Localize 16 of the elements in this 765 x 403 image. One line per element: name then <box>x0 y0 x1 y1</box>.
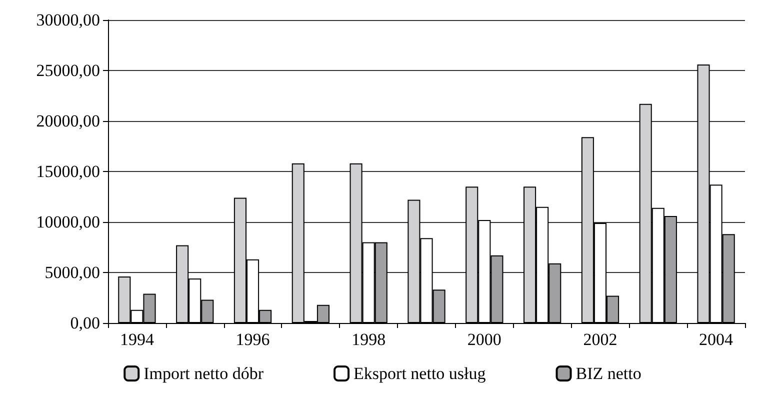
x-tick-label: 2000 <box>467 330 502 349</box>
x-tick-label: 2004 <box>699 330 734 349</box>
y-tick-label: 0,00 <box>70 314 100 332</box>
legend-label: Import netto dóbr <box>144 364 264 383</box>
y-tick-label: 10000,00 <box>36 212 100 232</box>
y-tick-label: 25000,00 <box>36 61 100 80</box>
legend-label: BIZ netto <box>576 364 642 383</box>
x-tick-label: 2002 <box>583 330 618 349</box>
x-tick-label: 1996 <box>236 330 270 349</box>
x-tick-label: 1994 <box>120 330 154 349</box>
legend-label: Eksport netto usług <box>354 364 486 383</box>
x-tick-label: 1998 <box>352 330 386 349</box>
y-tick-label: 30000,00 <box>36 10 100 30</box>
y-tick-label: 5000,00 <box>44 263 100 282</box>
y-tick-label: 20000,00 <box>36 112 100 130</box>
y-tick-label: 15000,00 <box>36 162 100 181</box>
